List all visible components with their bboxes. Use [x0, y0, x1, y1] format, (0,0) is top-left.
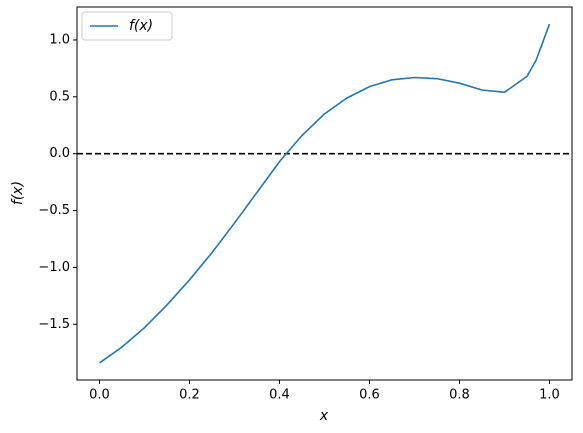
y-tick-label: −1.0	[38, 260, 70, 275]
line	[99, 23, 551, 364]
x-tick-label: 0.8	[449, 388, 470, 403]
y-tick-label: 0.0	[49, 146, 70, 161]
legend-box	[81, 11, 173, 41]
x-tick-label: 0.2	[179, 388, 200, 403]
x-tick-label: 0.6	[359, 388, 380, 403]
y-tick-label: 0.5	[49, 89, 70, 104]
x-axis-label: x	[319, 408, 329, 424]
y-tick-label: 1.0	[49, 32, 70, 47]
y-tick-label: −1.5	[38, 317, 70, 332]
x-tick-label: 0.4	[269, 388, 290, 403]
axes-frame	[76, 6, 573, 381]
y-axis-label: f(x)	[10, 181, 26, 205]
y-tick-label: −0.5	[38, 203, 70, 218]
legend-label: f(x)	[129, 18, 153, 34]
x-tick-label: 0.0	[89, 388, 110, 403]
x-tick-label: 1.0	[539, 388, 560, 403]
